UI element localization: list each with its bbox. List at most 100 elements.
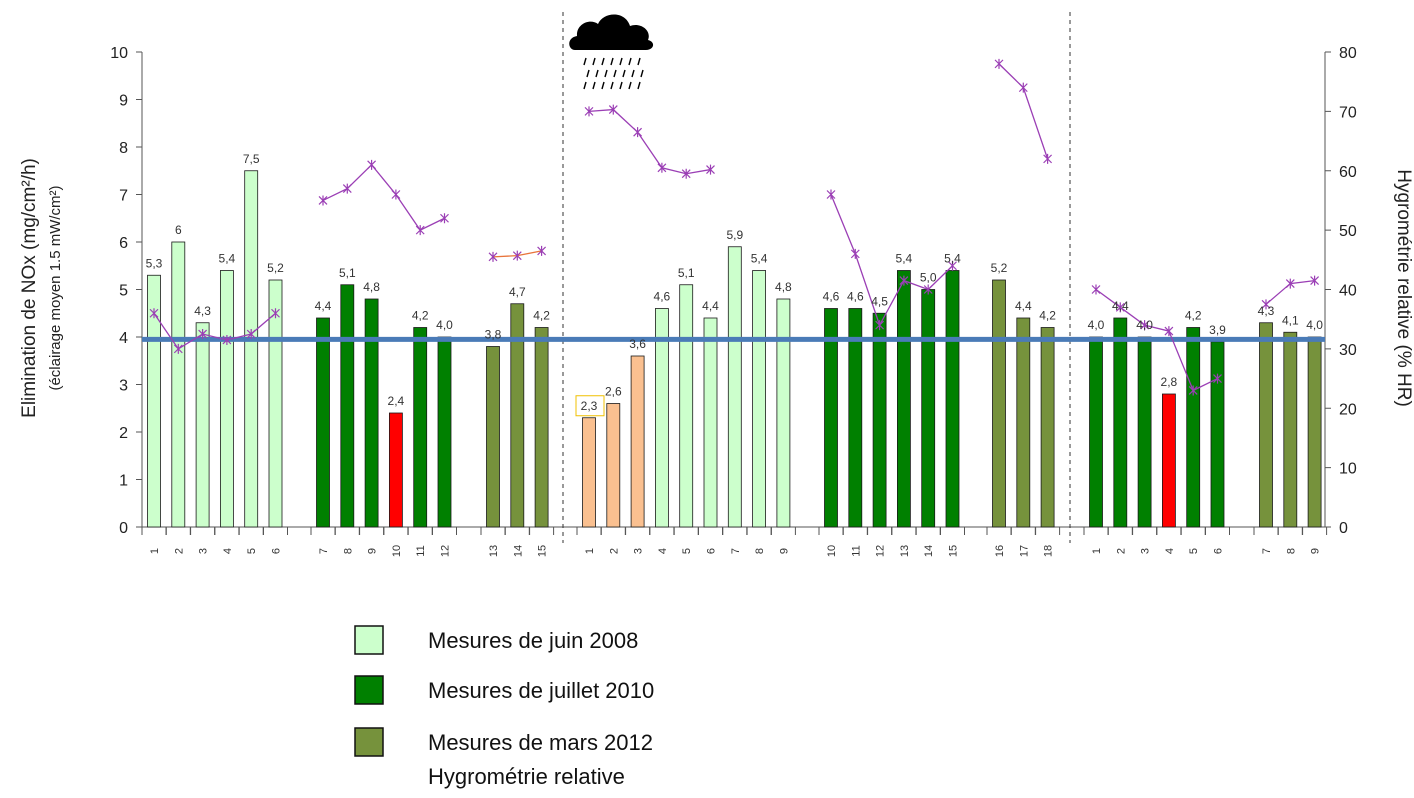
right-tick-label: 0: [1339, 520, 1348, 537]
x-tick-label: 11: [850, 545, 862, 556]
humidity-marker: [222, 334, 232, 345]
bar: [1137, 336, 1152, 528]
data-label: 7,5: [243, 152, 260, 166]
x-tick-label: 4: [657, 548, 669, 554]
x-tick-label: 10: [391, 545, 403, 557]
left-axis-title: Elimination de NOx (mg/cm²/h): [19, 158, 40, 418]
data-label: 4,3: [194, 304, 211, 318]
x-tick-label: 9: [778, 548, 790, 554]
humidity-marker: [367, 159, 377, 170]
cloud-shape: [569, 14, 654, 50]
legend-label: Mesures de mars 2012: [428, 730, 653, 755]
humidity-line: [322, 163, 445, 231]
x-tick-label: 8: [342, 548, 354, 554]
right-tick-label: 80: [1339, 45, 1357, 62]
x-tick-label: 8: [1285, 548, 1297, 554]
bar: [437, 336, 452, 528]
rain-drop: [637, 81, 641, 90]
bar: [195, 322, 210, 528]
x-tick-label: 16: [994, 545, 1006, 557]
rain-drop: [613, 69, 617, 78]
rain-drop: [601, 57, 605, 66]
left-tick-label: 10: [110, 45, 128, 62]
humidity-line: [830, 194, 953, 327]
bar: [824, 308, 838, 528]
x-tick-label: 7: [318, 548, 330, 554]
rain-drop: [583, 81, 587, 90]
bar: [848, 308, 863, 528]
rain-drop: [631, 69, 635, 78]
rain-drop: [610, 81, 614, 90]
data-label: 4,3: [1258, 304, 1275, 318]
data-label: 4,6: [823, 290, 840, 304]
humidity-marker: [850, 248, 860, 259]
humidity-marker: [899, 275, 909, 286]
rain-drop: [604, 69, 608, 78]
humidity-marker: [875, 320, 885, 331]
data-label: 4,0: [1088, 318, 1105, 332]
bar: [630, 355, 645, 528]
x-tick-label: 1: [1091, 548, 1103, 554]
humidity-marker: [318, 195, 328, 206]
x-tick-label: 1: [149, 548, 161, 554]
legend-swatch: [354, 727, 384, 757]
right-axis-title: Hygrométrie relative (% HR): [1393, 169, 1414, 407]
x-tick-label: 15: [537, 545, 549, 557]
humidity-marker: [1018, 82, 1028, 93]
legend-swatch: [354, 675, 384, 705]
humidity-marker: [657, 162, 667, 173]
bar: [945, 270, 960, 528]
x-tick-label: 8: [754, 548, 766, 554]
x-tick-label: 9: [1310, 548, 1322, 554]
data-label: 5,1: [339, 266, 356, 280]
rain-drop: [592, 57, 596, 66]
bar: [679, 284, 694, 528]
x-tick-label: 1: [584, 548, 596, 554]
data-label: 5,2: [267, 261, 284, 275]
x-tick-label: 11: [415, 545, 427, 556]
right-tick-label: 30: [1339, 342, 1357, 359]
humidity-marker: [149, 308, 159, 319]
data-label: 4,2: [1185, 309, 1202, 323]
x-tick-label: 4: [222, 548, 234, 554]
bar: [752, 270, 766, 528]
data-label: 5,0: [920, 271, 937, 285]
humidity-marker: [512, 250, 522, 261]
x-tick-label: 2: [608, 548, 620, 554]
rain-drop: [592, 81, 596, 90]
humidity-marker: [440, 213, 449, 224]
data-label: 2,8: [1161, 375, 1178, 389]
data-label: 5,4: [896, 252, 913, 266]
rain-drop: [586, 69, 590, 78]
x-tick-label: 10: [826, 545, 838, 557]
humidity-marker: [1188, 385, 1198, 396]
data-label: 4,8: [363, 280, 380, 294]
bar: [872, 312, 887, 528]
humidity-marker: [1115, 302, 1125, 313]
data-label: 4,4: [1112, 299, 1129, 313]
x-tick-label: 3: [633, 548, 645, 554]
left-tick-label: 2: [119, 425, 128, 442]
bar: [340, 284, 355, 528]
bar: [1040, 327, 1055, 528]
humidity-marker: [826, 189, 836, 200]
bar: [1016, 317, 1031, 528]
data-label: 4,1: [1282, 313, 1299, 327]
data-label-box: [575, 395, 605, 417]
x-tick-label: 15: [948, 545, 960, 557]
humidity-marker: [681, 168, 691, 179]
rain-drop: [619, 81, 623, 90]
rain-drop: [619, 57, 623, 66]
left-tick-label: 3: [119, 378, 128, 395]
humidity-marker: [1164, 326, 1174, 337]
bar: [1283, 331, 1298, 528]
x-tick-label: 6: [271, 548, 283, 554]
bar: [897, 270, 911, 528]
data-label: 3,9: [1209, 323, 1226, 337]
bar: [1186, 327, 1201, 528]
data-label: 4,7: [509, 285, 526, 299]
bar: [534, 327, 549, 528]
humidity-marker: [488, 251, 498, 262]
